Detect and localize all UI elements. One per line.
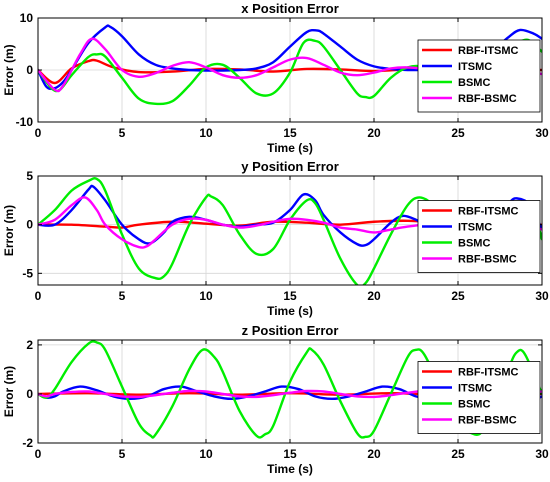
y-axis-label: Error (m)	[2, 205, 16, 256]
legend-label: RBF-ITSMC	[458, 206, 519, 218]
y-axis-label: Error (m)	[2, 44, 16, 95]
x-tick-label: 15	[283, 289, 297, 303]
x-tick-label: 10	[199, 289, 213, 303]
legend-label: BSMC	[458, 77, 490, 89]
legend: RBF-ITSMC ITSMC BSMC RBF-BSMC	[417, 361, 541, 434]
x-tick-label: 5	[119, 447, 126, 461]
x-tick-label: 0	[35, 126, 42, 140]
x-tick-label: 25	[451, 447, 465, 461]
legend-label: RBF-BSMC	[458, 93, 517, 105]
x-tick-label: 5	[119, 126, 126, 140]
legend-label: ITSMC	[458, 61, 492, 73]
x-tick-label: 30	[535, 447, 549, 461]
x-tick-label: 0	[35, 447, 42, 461]
chart-title: y Position Error	[241, 159, 339, 174]
x-axis-label: Time (s)	[267, 141, 313, 155]
legend-label: ITSMC	[458, 383, 492, 395]
legend-label: RBF-BSMC	[458, 415, 517, 427]
x-tick-label: 20	[367, 289, 381, 303]
legend-box	[417, 361, 541, 434]
y-tick-label: 0	[26, 387, 33, 401]
x-tick-label: 5	[119, 289, 126, 303]
legend: RBF-ITSMC ITSMC BSMC RBF-BSMC	[417, 39, 541, 113]
x-tick-label: 10	[199, 126, 213, 140]
x-tick-label: 15	[283, 447, 297, 461]
y-tick-label: -5	[22, 266, 33, 280]
chart-title: x Position Error	[241, 1, 339, 16]
x-tick-label: 20	[367, 447, 381, 461]
y-tick-label: 0	[26, 63, 33, 77]
x-tick-label: 25	[451, 126, 465, 140]
y-tick-label: 2	[26, 338, 33, 352]
y-tick-label: 5	[26, 169, 33, 183]
y-tick-label: 10	[20, 11, 34, 25]
x-tick-label: 0	[35, 289, 42, 303]
legend-label: RBF-ITSMC	[458, 367, 519, 379]
y-axis-label: Error (m)	[2, 366, 16, 417]
x-tick-label: 10	[199, 447, 213, 461]
x-tick-label: 20	[367, 126, 381, 140]
chart-title: z Position Error	[242, 323, 339, 338]
legend-box	[417, 39, 541, 113]
x-axis-label: Time (s)	[267, 462, 313, 476]
legend-label: RBF-BSMC	[458, 254, 517, 266]
legend-label: RBF-ITSMC	[458, 45, 519, 57]
y-tick-label: -10	[16, 115, 34, 129]
x-tick-label: 30	[535, 289, 549, 303]
legend-label: ITSMC	[458, 222, 492, 234]
legend-label: BSMC	[458, 238, 490, 250]
x-axis-label: Time (s)	[267, 304, 313, 318]
y-tick-label: 0	[26, 218, 33, 232]
legend: RBF-ITSMC ITSMC BSMC RBF-BSMC	[417, 200, 541, 273]
x-tick-label: 30	[535, 126, 549, 140]
y-tick-label: -2	[22, 436, 33, 450]
x-tick-label: 15	[283, 126, 297, 140]
legend-label: BSMC	[458, 399, 490, 411]
legend-box	[417, 200, 541, 273]
x-tick-label: 25	[451, 289, 465, 303]
